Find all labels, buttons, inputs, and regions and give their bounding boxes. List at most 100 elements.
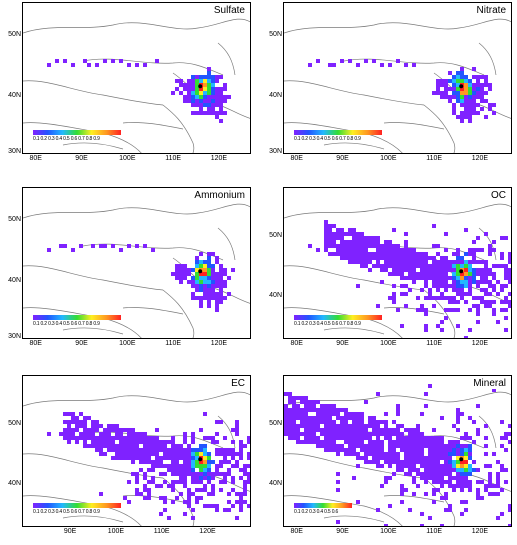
footprint-cell: [488, 244, 492, 248]
footprint-cell: [147, 452, 151, 456]
footprint-cell: [404, 472, 408, 476]
footprint-core-cell: [207, 452, 211, 456]
footprint-cell: [151, 436, 155, 440]
footprint-cell: [396, 248, 400, 252]
footprint-cell: [400, 272, 404, 276]
footprint-cell: [468, 284, 472, 288]
footprint-cell: [440, 260, 444, 264]
footprint-cell: [328, 228, 332, 232]
footprint-cell: [384, 460, 388, 464]
footprint-core-cell: [207, 71, 211, 75]
footprint-cell: [428, 296, 432, 300]
footprint-cell: [219, 300, 223, 304]
footprint-cell: [67, 436, 71, 440]
footprint-cell: [239, 468, 243, 472]
footprint-cell: [480, 75, 484, 79]
footprint-cell: [175, 87, 179, 91]
footprint-cell: [195, 284, 199, 288]
footprint-cell: [408, 436, 412, 440]
footprint-cell: [356, 452, 360, 456]
footprint-cell: [456, 248, 460, 252]
footprint-cell: [332, 240, 336, 244]
footprint-cell: [404, 240, 408, 244]
footprint-cell: [384, 240, 388, 244]
footprint-cell: [239, 504, 243, 508]
footprint-cell: [436, 488, 440, 492]
footprint-cell: [508, 252, 511, 256]
footprint-cell: [308, 244, 312, 248]
footprint-cell: [476, 103, 480, 107]
footprint-cell: [215, 75, 219, 79]
footprint-cell: [191, 492, 195, 496]
footprint-cell: [352, 248, 356, 252]
footprint-cell: [400, 248, 404, 252]
footprint-cell: [508, 256, 511, 260]
footprint-cell: [243, 488, 247, 492]
footprint-core-cell: [456, 284, 460, 288]
footprint-cell: [428, 452, 432, 456]
footprint-cell: [207, 436, 211, 440]
footprint-cell: [492, 492, 496, 496]
footprint-cell: [440, 472, 444, 476]
footprint-cell: [356, 244, 360, 248]
footprint-cell: [332, 224, 336, 228]
footprint-cell: [288, 408, 292, 412]
footprint-core-cell: [464, 472, 468, 476]
footprint-cell: [404, 260, 408, 264]
footprint-cell: [504, 436, 508, 440]
footprint-cell: [444, 308, 448, 312]
footprint-cell: [400, 268, 404, 272]
footprint-cell: [472, 460, 476, 464]
footprint-core-cell: [199, 75, 203, 79]
footprint-cell: [111, 244, 115, 248]
footprint-cell: [139, 456, 143, 460]
footprint-core-cell: [456, 99, 460, 103]
footprint-cell: [79, 244, 83, 248]
footprint-cell: [227, 492, 231, 496]
footprint-cell: [396, 268, 400, 272]
footprint-cell: [312, 400, 316, 404]
footprint-cell: [227, 508, 231, 512]
footprint-cell: [296, 412, 300, 416]
footprint-cell: [199, 111, 203, 115]
footprint-cell: [231, 480, 235, 484]
footprint-cell: [416, 436, 420, 440]
footprint-cell: [147, 496, 151, 500]
footprint-core-cell: [460, 272, 464, 276]
footprint-core-cell: [191, 460, 195, 464]
map-border-line: [323, 515, 385, 523]
footprint-cell: [312, 416, 316, 420]
footprint-cell: [336, 436, 340, 440]
map-border-line: [23, 203, 250, 219]
latitude-tick-label: 30N: [269, 148, 282, 156]
footprint-cell: [360, 256, 364, 260]
footprint-cell: [119, 436, 123, 440]
footprint-cell: [360, 232, 364, 236]
footprint-cell: [436, 91, 440, 95]
footprint-core-cell: [207, 260, 211, 264]
footprint-core-cell: [464, 456, 468, 460]
footprint-cell: [360, 424, 364, 428]
panel-title: EC: [230, 378, 246, 389]
footprint-cell: [187, 444, 191, 448]
footprint-cell: [468, 484, 472, 488]
footprint-cell: [119, 456, 123, 460]
footprint-cell: [504, 264, 508, 268]
footprint-cell: [472, 420, 476, 424]
footprint-cell: [243, 480, 247, 484]
footprint-cell: [452, 268, 456, 272]
footprint-cell: [500, 284, 504, 288]
footprint-cell: [247, 440, 250, 444]
footprint-cell: [235, 428, 239, 432]
footprint-cell: [203, 476, 207, 480]
footprint-cell: [288, 432, 292, 436]
footprint-cell: [484, 464, 488, 468]
footprint-cell: [163, 508, 167, 512]
footprint-core-cell: [460, 448, 464, 452]
footprint-cell: [448, 484, 452, 488]
map-canvas: [284, 203, 511, 338]
footprint-cell: [344, 408, 348, 412]
footprint-cell: [420, 308, 424, 312]
footprint-cell: [195, 480, 199, 484]
footprint-cell: [356, 436, 360, 440]
